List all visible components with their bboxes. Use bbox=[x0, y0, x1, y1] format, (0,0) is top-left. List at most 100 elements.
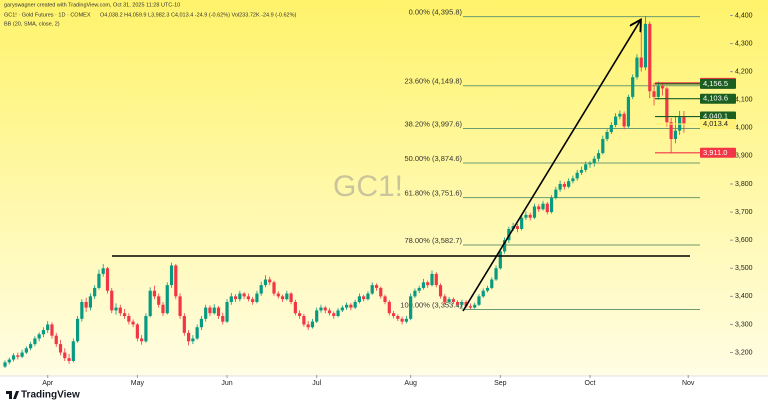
candle-body bbox=[67, 358, 71, 361]
candle-body bbox=[584, 164, 588, 170]
candle-body bbox=[148, 290, 152, 317]
price-tag-label: 3,911.0 bbox=[703, 148, 727, 157]
candle-body bbox=[605, 132, 609, 140]
candle-body bbox=[673, 130, 677, 140]
candle-body bbox=[225, 301, 229, 322]
candle-body bbox=[656, 85, 660, 97]
candle-body bbox=[204, 307, 208, 319]
symbol-title: GC1! · Gold Futures · 1D · COMEX bbox=[4, 12, 91, 18]
candle-body bbox=[131, 321, 135, 325]
candle-body bbox=[400, 318, 404, 322]
candle-body bbox=[178, 296, 182, 317]
candle-body bbox=[345, 304, 349, 308]
candle-body bbox=[362, 296, 366, 300]
candle-body bbox=[426, 282, 430, 286]
candle-body bbox=[140, 338, 144, 342]
candle-body bbox=[191, 338, 195, 342]
candle-body bbox=[233, 296, 238, 300]
candle-body bbox=[7, 359, 11, 363]
x-tick-label: Sep bbox=[494, 380, 507, 387]
watermark: GC1! bbox=[333, 170, 403, 203]
price-tag bbox=[700, 93, 736, 104]
candle-body bbox=[298, 313, 302, 317]
candle-body bbox=[366, 293, 370, 300]
price-tag bbox=[700, 147, 736, 158]
candle-body bbox=[84, 301, 88, 308]
candle-body bbox=[169, 265, 174, 286]
candle-body bbox=[349, 304, 353, 308]
y-tick-label: 4,400 bbox=[735, 12, 753, 19]
x-tick-label: Oct bbox=[585, 380, 596, 387]
candle-body bbox=[682, 117, 686, 125]
candle-body bbox=[306, 324, 310, 328]
candle-body bbox=[571, 178, 575, 182]
candle-body bbox=[618, 113, 622, 117]
candle-body bbox=[554, 189, 558, 199]
fib-label: 0.00% (4,395.8) bbox=[409, 8, 463, 17]
candle-body bbox=[537, 206, 541, 210]
candle-body bbox=[58, 344, 63, 353]
candle-body bbox=[93, 287, 97, 297]
candle-body bbox=[221, 316, 225, 322]
brand-name: TradingView bbox=[21, 390, 80, 401]
candle-body bbox=[182, 316, 186, 333]
candle-body bbox=[302, 316, 306, 325]
candle-body bbox=[541, 203, 545, 210]
candle-body bbox=[413, 290, 417, 297]
x-tick-label: Nov bbox=[682, 380, 695, 387]
candle-body bbox=[37, 334, 41, 339]
y-tick-label: 3,600 bbox=[735, 237, 753, 244]
candle-body bbox=[409, 296, 413, 319]
candle-body bbox=[101, 268, 105, 274]
candle-body bbox=[558, 183, 562, 190]
candle-body bbox=[383, 296, 387, 302]
candle-body bbox=[310, 321, 315, 328]
candle-body bbox=[122, 313, 127, 317]
candle-body bbox=[665, 88, 669, 123]
candle-body bbox=[494, 268, 498, 280]
price-tag bbox=[700, 78, 736, 89]
candle-body bbox=[396, 316, 400, 319]
candle-body bbox=[20, 352, 24, 357]
candle-body bbox=[135, 324, 139, 339]
y-tick-label: 4,200 bbox=[735, 68, 753, 75]
candle-body bbox=[447, 299, 451, 302]
candle-body bbox=[327, 310, 332, 314]
candle-body bbox=[387, 301, 391, 314]
candle-body bbox=[515, 226, 519, 229]
candle-body bbox=[118, 307, 122, 314]
candle-body bbox=[24, 348, 28, 353]
x-tick-label: Jun bbox=[221, 380, 232, 387]
credit: garyswagner created with TradingView.com… bbox=[4, 2, 180, 8]
candle-body bbox=[165, 285, 169, 314]
candle-body bbox=[562, 183, 566, 187]
candle-body bbox=[477, 296, 481, 305]
candle-body bbox=[579, 169, 584, 173]
candle-body bbox=[29, 344, 33, 349]
candle-body bbox=[456, 301, 460, 305]
price-tag-label: 4,156.5 bbox=[703, 79, 728, 88]
candle-body bbox=[336, 310, 340, 317]
candle-body bbox=[340, 307, 344, 311]
candle-body bbox=[33, 338, 37, 345]
candle-body bbox=[323, 307, 327, 311]
candle-body bbox=[161, 304, 165, 314]
candle-body bbox=[451, 299, 455, 302]
candle-body bbox=[545, 203, 549, 213]
candle-body bbox=[242, 293, 246, 297]
candle-body bbox=[464, 301, 468, 307]
candle-body bbox=[110, 290, 114, 311]
candle-body bbox=[127, 316, 131, 322]
x-tick-label: Jul bbox=[312, 380, 321, 387]
candle-body bbox=[357, 296, 362, 302]
price-tag-label: 4,040.1 bbox=[703, 112, 728, 121]
candle-body bbox=[187, 332, 191, 342]
y-tick-label: 3,900 bbox=[735, 153, 753, 160]
candle-body bbox=[285, 293, 289, 300]
candle-body bbox=[434, 273, 438, 286]
candle-body bbox=[374, 285, 379, 288]
candle-body bbox=[238, 293, 242, 300]
x-tick-label: Apr bbox=[42, 380, 54, 387]
y-tick-label: 4,100 bbox=[735, 97, 753, 104]
brand-logo bbox=[6, 391, 19, 399]
